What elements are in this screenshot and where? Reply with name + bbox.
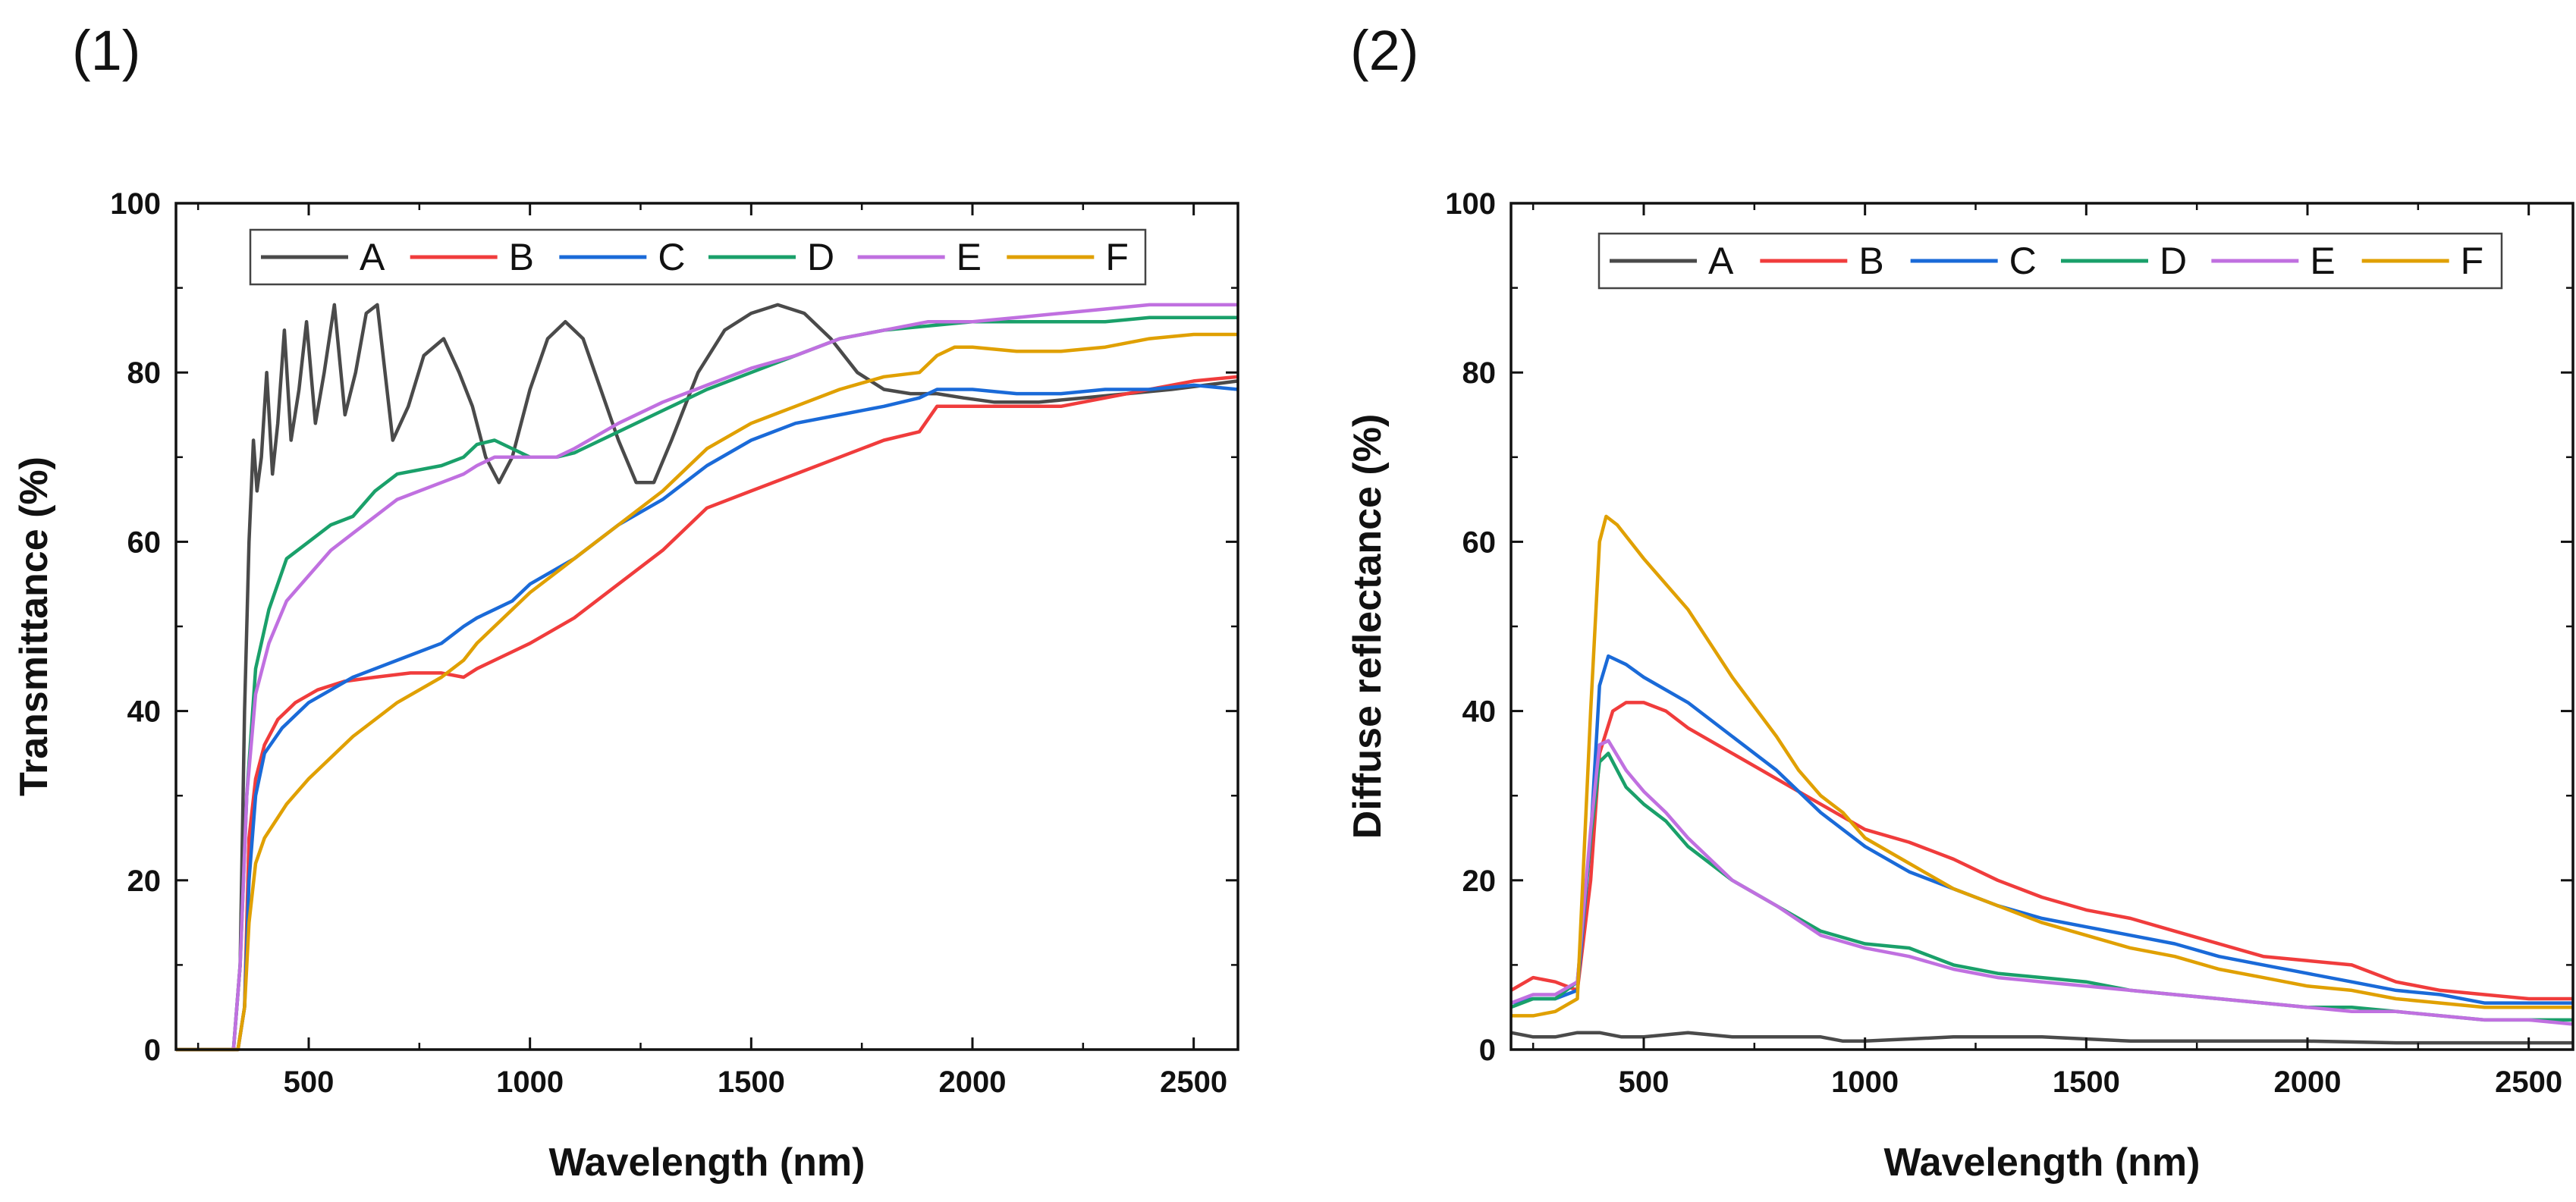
y-tick-label: 20 <box>1462 865 1497 898</box>
x-tick-label: 500 <box>1619 1065 1670 1099</box>
legend-box <box>1597 232 2503 290</box>
legend-label-a: A <box>360 236 385 278</box>
y-tick-label: 100 <box>110 187 161 221</box>
y-tick-label: 60 <box>127 526 162 559</box>
x-axis-title: Wavelength (nm) <box>1884 1141 2201 1185</box>
y-tick-label: 20 <box>127 865 162 898</box>
x-tick-label: 1500 <box>718 1065 785 1099</box>
panel-label-2: (2) <box>1350 19 1418 82</box>
legend: A B C D E F <box>249 228 1147 286</box>
x-tick-label: 1500 <box>2053 1065 2120 1099</box>
legend-label-c: C <box>658 236 685 278</box>
series-line-a <box>1510 1031 2573 1045</box>
series-group <box>176 303 1239 1052</box>
series-line-f <box>176 332 1238 1052</box>
panel-label-1: (1) <box>72 19 140 82</box>
y-tick-label: 100 <box>1445 187 1496 221</box>
series-line-b <box>1509 701 2573 1001</box>
legend: A B C D E F <box>1597 232 2503 290</box>
series-line-c <box>1510 654 2573 1005</box>
x-tick-label: 1000 <box>496 1065 564 1099</box>
legend-label-b: B <box>1858 240 1883 282</box>
x-tick-label: 2000 <box>2274 1065 2342 1099</box>
y-tick-label: 60 <box>1462 526 1497 559</box>
series-group <box>1509 514 2574 1045</box>
y-axis-title: Diffuse reflectance (%) <box>1346 414 1390 840</box>
series-line-c <box>176 383 1239 1052</box>
y-tick-label: 0 <box>1479 1034 1496 1067</box>
legend-label-e: E <box>2310 240 2335 282</box>
y-tick-label: 0 <box>144 1034 161 1067</box>
legend-label-d: D <box>2160 240 2187 282</box>
y-axis-title: Transmittance (%) <box>12 457 56 796</box>
legend-label-f: F <box>1105 236 1129 278</box>
legend-label-d: D <box>807 236 834 278</box>
y-tick-label: 40 <box>127 695 162 729</box>
legend-label-c: C <box>2009 240 2037 282</box>
series-line-b <box>176 375 1239 1052</box>
series-line-d <box>1510 752 2573 1022</box>
x-tick-label: 2500 <box>1160 1065 1227 1099</box>
legend-label-e: E <box>957 236 982 278</box>
x-tick-label: 500 <box>284 1065 335 1099</box>
series-line-e <box>176 303 1238 1052</box>
legend-box <box>249 228 1147 286</box>
x-tick-label: 2500 <box>2495 1065 2562 1099</box>
series-line-f <box>1511 514 2573 1018</box>
y-tick-label: 80 <box>127 356 162 390</box>
x-axis-title: Wavelength (nm) <box>549 1141 865 1185</box>
y-tick-label: 80 <box>1462 356 1497 390</box>
chart-panel-transmittance: 500 1000 1500 2000 2500 0 20 40 60 80 100 Wavelengt… <box>12 187 1239 1185</box>
series-line-e <box>1510 739 2574 1026</box>
chart-panel-diffuse-reflectance: 500 1000 1500 2000 2500 0 20 40 60 80 100 Wavelengt… <box>1346 187 2574 1185</box>
x-tick-label: 2000 <box>939 1065 1007 1099</box>
y-tick-label: 40 <box>1462 695 1497 729</box>
legend-label-a: A <box>1708 240 1734 282</box>
legend-label-b: B <box>509 236 534 278</box>
series-line-a <box>176 303 1239 1052</box>
x-tick-label: 1000 <box>1831 1065 1899 1099</box>
legend-label-f: F <box>2461 240 2484 282</box>
